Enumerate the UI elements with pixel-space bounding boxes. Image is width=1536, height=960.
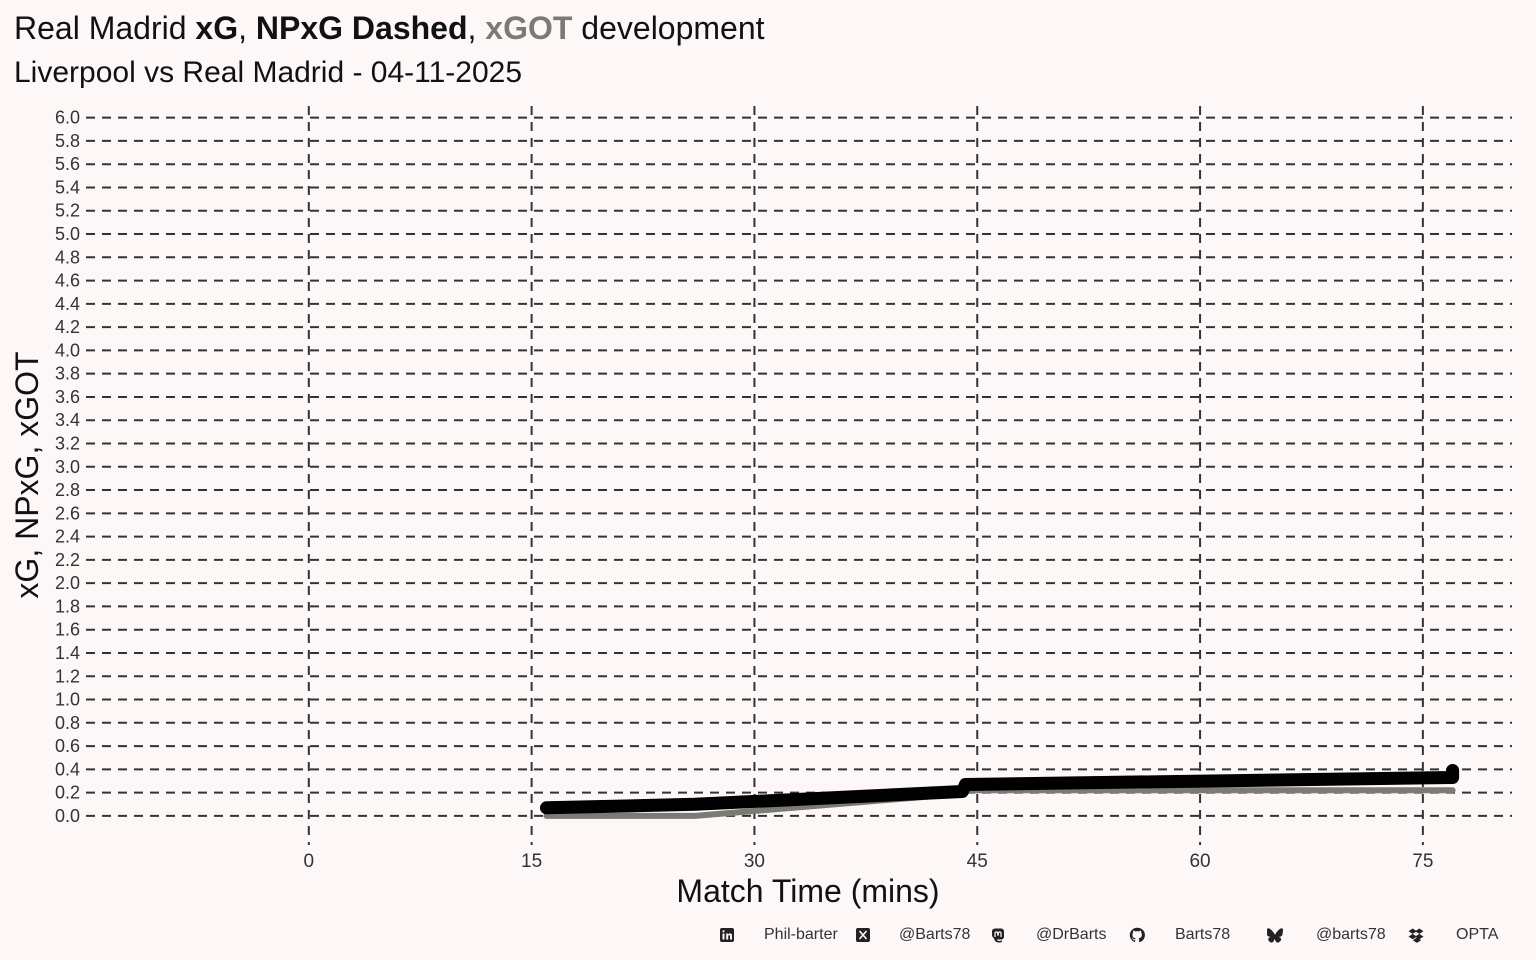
y-tick-label: 4.2	[55, 317, 80, 337]
x-tick-label: 0	[304, 851, 315, 872]
y-tick-label: 0.6	[55, 736, 80, 756]
y-tick-label: 5.0	[55, 224, 80, 244]
y-tick-label: 0.8	[55, 713, 80, 733]
y-tick-label: 3.0	[55, 457, 80, 477]
y-tick-label: 5.8	[55, 131, 80, 151]
dropbox-icon	[1408, 928, 1424, 943]
y-tick-label: 2.0	[55, 573, 80, 593]
y-tick-label: 4.8	[55, 247, 80, 267]
title-sep-1: ,	[238, 10, 256, 46]
y-tick-label: 6.0	[55, 108, 80, 128]
x-tick-label: 60	[1189, 851, 1210, 872]
y-tick-label: 2.2	[55, 550, 80, 570]
series-line-xg	[540, 764, 1460, 815]
y-tick-label: 3.2	[55, 433, 80, 453]
tick-labels: 0.0 0.2 0.4 0.6 0.8 1.0 1.2 1.4 1.6 1.8 2.0 2.2 2.4 2…	[55, 108, 1433, 872]
bluesky-icon	[1267, 928, 1283, 943]
y-tick-label: 3.4	[55, 410, 80, 430]
mastodon-icon	[992, 928, 1004, 943]
y-tick-label: 1.6	[55, 620, 80, 640]
y-tick-label: 0.0	[55, 806, 80, 826]
chart-title: Real Madrid xG, NPxG Dashed, xGOT develo…	[14, 10, 765, 47]
footer-github-label: Barts78	[1175, 926, 1231, 943]
footer-source-label: OPTA	[1456, 926, 1499, 943]
title-xgot: xGOT	[485, 10, 573, 46]
y-tick-label: 4.0	[55, 340, 80, 360]
y-tick-label: 2.6	[55, 503, 80, 523]
footer-bluesky-label: @barts78	[1316, 926, 1386, 943]
y-tick-label: 2.8	[55, 480, 80, 500]
series-lines	[540, 764, 1460, 819]
y-axis-label: xG, NPxG, xGOT	[9, 351, 45, 598]
y-tick-label: 0.2	[55, 783, 80, 803]
x-tick-label: 45	[967, 851, 988, 872]
title-prefix: Real Madrid	[14, 10, 196, 46]
x-tick-label: 30	[744, 851, 765, 872]
grid-lines	[86, 106, 1512, 845]
y-tick-label: 4.4	[55, 294, 80, 314]
footer-mastodon-label: @DrBarts	[1036, 926, 1107, 943]
x-tick-label: 75	[1412, 851, 1433, 872]
y-tick-label: 5.6	[55, 154, 80, 174]
y-tick-label: 1.8	[55, 596, 80, 616]
y-tick-label: 1.2	[55, 666, 80, 686]
y-tick-label: 5.4	[55, 177, 80, 197]
linkedin-icon	[720, 928, 734, 942]
github-icon	[1129, 927, 1145, 943]
x-tick-label: 15	[521, 851, 542, 872]
y-tick-label: 1.4	[55, 643, 80, 663]
y-tick-label: 3.6	[55, 387, 80, 407]
title-xg: xG	[195, 10, 239, 46]
x-twitter-icon	[856, 928, 870, 942]
y-tick-label: 2.4	[55, 527, 80, 547]
y-tick-label: 0.4	[55, 759, 80, 779]
title-sep-2: ,	[467, 10, 486, 46]
y-tick-label: 1.0	[55, 690, 80, 710]
y-tick-label: 4.6	[55, 271, 80, 291]
footer-x-label: @Barts78	[899, 926, 971, 943]
title-suffix: development	[572, 10, 765, 46]
x-axis-label: Match Time (mins)	[676, 873, 939, 909]
footer-linkedin-label: Phil-barter	[764, 926, 838, 943]
y-tick-label: 3.8	[55, 364, 80, 384]
y-tick-label: 5.2	[55, 201, 80, 221]
footer-credits: Phil-barter @Barts78 @DrBarts Barts78 @b…	[0, 922, 1536, 948]
title-npxg: NPxG Dashed	[255, 10, 468, 46]
chart-subtitle: Liverpool vs Real Madrid - 04-11-2025	[14, 56, 523, 89]
